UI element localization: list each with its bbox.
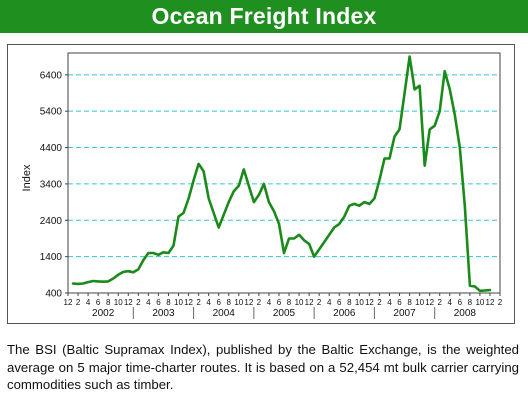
x-tick-label: 2 <box>498 298 503 307</box>
x-tick-label: 10 <box>355 298 364 307</box>
year-label: 2004 <box>213 308 236 319</box>
year-label: 2007 <box>393 308 416 319</box>
x-tick-label: 8 <box>287 298 292 307</box>
x-tick-label: 8 <box>347 298 352 307</box>
x-tick-label: 12 <box>365 298 374 307</box>
x-tick-label: 2 <box>317 298 322 307</box>
year-label: 2008 <box>454 308 477 319</box>
x-tick-label: 10 <box>475 298 484 307</box>
x-tick-label: 2 <box>196 298 201 307</box>
x-tick-label: 12 <box>124 298 133 307</box>
y-tick-label: 3400 <box>40 179 63 190</box>
x-tick-label: 2 <box>76 298 81 307</box>
x-tick-label: 6 <box>216 298 221 307</box>
page-title: Ocean Freight Index <box>151 3 377 29</box>
x-tick-label: 8 <box>227 298 232 307</box>
y-tick-label: 4400 <box>40 143 63 154</box>
caption-text: The BSI (Baltic Supramax Index), publish… <box>7 342 519 392</box>
y-tick-label: 5400 <box>40 107 63 118</box>
x-tick-label: 6 <box>96 298 101 307</box>
x-tick-label: 12 <box>425 298 434 307</box>
x-tick-label: 12 <box>244 298 253 307</box>
y-tick-label: 1400 <box>40 252 63 263</box>
x-tick-label: 2 <box>437 298 442 307</box>
year-label: 2002 <box>92 308 115 319</box>
x-tick-label: 4 <box>206 298 211 307</box>
x-tick-label: 4 <box>448 298 453 307</box>
y-tick-label: 400 <box>45 289 62 300</box>
year-label: 2003 <box>152 308 175 319</box>
y-tick-label: 6400 <box>40 70 63 81</box>
x-tick-label: 4 <box>387 298 392 307</box>
plot-area-border <box>67 52 501 294</box>
year-label: 2005 <box>273 308 296 319</box>
header-bar: Ocean Freight Index <box>0 0 528 33</box>
x-tick-label: 10 <box>114 298 123 307</box>
x-tick-label: 2 <box>136 298 141 307</box>
chart-frame: Index 400 1400 2400 3400 4400 5400 6400 12 2 4 6 8… <box>7 44 515 324</box>
x-tick-label: 6 <box>156 298 161 307</box>
x-tick-label: 4 <box>146 298 151 307</box>
x-tick-label: 10 <box>234 298 243 307</box>
x-tick-label: 8 <box>468 298 473 307</box>
x-tick-label: 12 <box>184 298 193 307</box>
x-tick-label: 6 <box>458 298 463 307</box>
x-tick-label: 4 <box>327 298 332 307</box>
x-tick-label: 6 <box>337 298 342 307</box>
series-line <box>71 55 492 293</box>
x-tick-label: 2 <box>377 298 382 307</box>
x-tick-label: 8 <box>106 298 111 307</box>
x-tick-label: 4 <box>86 298 91 307</box>
x-tick-label: 12 <box>305 298 314 307</box>
x-tick-label: 4 <box>267 298 272 307</box>
y-axis-label: Index <box>21 164 33 191</box>
x-tick-label: 2 <box>257 298 262 307</box>
x-tick-label: 8 <box>166 298 171 307</box>
x-tick-label: 12 <box>64 298 73 307</box>
x-tick-label: 6 <box>397 298 402 307</box>
x-tick-label: 10 <box>415 298 424 307</box>
year-label: 2006 <box>333 308 356 319</box>
x-tick-label: 10 <box>295 298 304 307</box>
x-tick-label: 8 <box>407 298 412 307</box>
x-tick-label: 12 <box>486 298 495 307</box>
x-tick-label: 10 <box>174 298 183 307</box>
x-tick-label: 6 <box>277 298 282 307</box>
y-tick-label: 2400 <box>40 216 63 227</box>
